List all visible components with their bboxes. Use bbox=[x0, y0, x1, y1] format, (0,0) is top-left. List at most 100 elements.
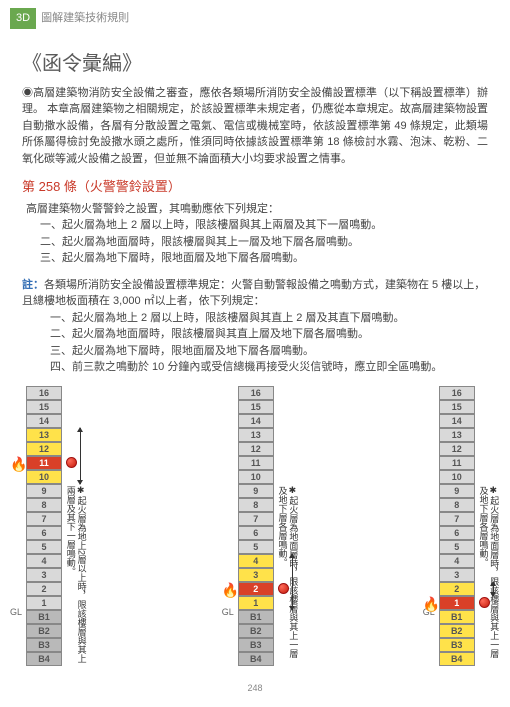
floor-basement: B4 bbox=[238, 652, 274, 666]
floor: 2 bbox=[238, 582, 274, 596]
tower-caption: ✱起火層為地面層時，限該樓層與其上一層及地下層各層鳴動。 bbox=[277, 486, 299, 666]
tower-stack: 16151413121110987654321GLB1B2B3B4 bbox=[26, 386, 62, 666]
tower-caption: ✱起火層為地面層時，限該樓層與其上一層及地下層各層鳴動。 bbox=[478, 486, 500, 666]
note-item: 二、起火層為地面層時，限該樓層與其直上層及地下層各層鳴動。 bbox=[50, 326, 488, 343]
floor: 12 bbox=[26, 442, 62, 456]
intro-block: ◉高層建築物消防安全設備之審查，應依各類場所消防安全設備設置標準（以下稱設置標準… bbox=[22, 85, 488, 168]
floor: 13 bbox=[238, 428, 274, 442]
article-item: 一、起火層為地上 2 層以上時，限該樓層與其上兩層及其下一層鳴動。 bbox=[40, 217, 488, 234]
floor: 5 bbox=[26, 540, 62, 554]
note-lead: 各類場所消防安全設備設置標準規定：火警自動警報設備之鳴動方式，建築物在 5 樓以… bbox=[22, 279, 485, 308]
floor: 5 bbox=[439, 540, 475, 554]
alarm-ball-icon bbox=[66, 457, 77, 468]
floor: 10 bbox=[26, 470, 62, 484]
floor: 2 bbox=[439, 582, 475, 596]
fire-icon: 🔥 bbox=[423, 594, 440, 615]
article-item: 二、起火層為地面層時，限該樓層與其上一層及地下層各層鳴動。 bbox=[40, 234, 488, 251]
note-item: 三、起火層為地下層時，限地面層及地下層各層鳴動。 bbox=[50, 343, 488, 360]
fire-icon: 🔥 bbox=[10, 454, 27, 475]
floor: 16 bbox=[238, 386, 274, 400]
gl-label: GL bbox=[222, 606, 234, 620]
floor-basement: B1 bbox=[439, 610, 475, 624]
floor: 1 bbox=[26, 596, 62, 610]
floor: 3 bbox=[26, 568, 62, 582]
floor: 15 bbox=[26, 400, 62, 414]
floor: 1 bbox=[439, 596, 475, 610]
floor: 13 bbox=[26, 428, 62, 442]
article-heading: 第 258 條（火警警鈴設置） bbox=[22, 177, 488, 197]
floor: 4 bbox=[439, 554, 475, 568]
note-item: 四、前三款之鳴動於 10 分鐘內或受信總機再接受火災信號時，應立即全區鳴動。 bbox=[50, 359, 488, 376]
intro-body: 本章高層建築物之相關規定，於該設置標準未規定者，仍應從本章規定。故高層建築物設置… bbox=[22, 103, 488, 165]
floor: 1 bbox=[238, 596, 274, 610]
floor: 2 bbox=[26, 582, 62, 596]
floor-basement: B1 bbox=[238, 610, 274, 624]
floor: 9 bbox=[439, 484, 475, 498]
tower-3: 16151413121110987654321GLB1B2B3B4🔥✱起火層為地… bbox=[439, 386, 510, 666]
floor: 4 bbox=[26, 554, 62, 568]
range-arrow bbox=[80, 428, 81, 484]
floor-basement: B2 bbox=[26, 624, 62, 638]
floor: 15 bbox=[439, 400, 475, 414]
header-badge: 3D bbox=[10, 8, 36, 29]
floor: 8 bbox=[439, 498, 475, 512]
page-number: 248 bbox=[22, 682, 488, 696]
floor: 16 bbox=[439, 386, 475, 400]
floor: 6 bbox=[238, 526, 274, 540]
tower-1: 16151413121110987654321GLB1B2B3B4🔥✱起火層為地… bbox=[26, 386, 238, 666]
floor: 14 bbox=[439, 414, 475, 428]
floor: 16 bbox=[26, 386, 62, 400]
header-title: 圖解建築技術規則 bbox=[41, 12, 129, 24]
floor: 10 bbox=[238, 470, 274, 484]
floor: 6 bbox=[439, 526, 475, 540]
fire-icon: 🔥 bbox=[222, 580, 239, 601]
article-lead: 高層建築物火警警鈴之設置，其鳴動應依下列規定： bbox=[26, 201, 488, 218]
floor: 15 bbox=[238, 400, 274, 414]
note-label: 註： bbox=[22, 279, 44, 291]
alarm-ball-icon bbox=[278, 583, 289, 594]
floor: 8 bbox=[26, 498, 62, 512]
gl-label: GL bbox=[10, 606, 22, 620]
floor-basement: B3 bbox=[238, 638, 274, 652]
tower-stack: 16151413121110987654321GLB1B2B3B4 bbox=[238, 386, 274, 666]
article-item: 三、起火層為地下層時，限地面層及地下層各層鳴動。 bbox=[40, 250, 488, 267]
floor: 8 bbox=[238, 498, 274, 512]
floor: 4 bbox=[238, 554, 274, 568]
article-items: 一、起火層為地上 2 層以上時，限該樓層與其上兩層及其下一層鳴動。二、起火層為地… bbox=[22, 217, 488, 267]
section-title: 《函令彙編》 bbox=[22, 49, 488, 79]
floor-basement: B3 bbox=[26, 638, 62, 652]
tower-2: 16151413121110987654321GLB1B2B3B4🔥✱起火層為地… bbox=[238, 386, 439, 666]
floor: 13 bbox=[439, 428, 475, 442]
floor-basement: B1 bbox=[26, 610, 62, 624]
floor: 14 bbox=[26, 414, 62, 428]
floor: 3 bbox=[439, 568, 475, 582]
range-arrow bbox=[493, 582, 494, 596]
note-item: 一、起火層為地上 2 層以上時，限該樓層與其直上 2 層及其直下層鳴動。 bbox=[50, 310, 488, 327]
tower-diagrams: 16151413121110987654321GLB1B2B3B4🔥✱起火層為地… bbox=[22, 386, 488, 666]
floor: 12 bbox=[439, 442, 475, 456]
header: 3D 圖解建築技術規則 bbox=[0, 0, 510, 29]
note-block: 註：各類場所消防安全設備設置標準規定：火警自動警報設備之鳴動方式，建築物在 5 … bbox=[22, 277, 488, 376]
note-items: 一、起火層為地上 2 層以上時，限該樓層與其直上 2 層及其直下層鳴動。二、起火… bbox=[22, 310, 488, 376]
floor-basement: B4 bbox=[26, 652, 62, 666]
tower-stack: 16151413121110987654321GLB1B2B3B4 bbox=[439, 386, 475, 666]
floor: 7 bbox=[238, 512, 274, 526]
floor-basement: B3 bbox=[439, 638, 475, 652]
floor: 7 bbox=[439, 512, 475, 526]
range-arrow bbox=[292, 554, 293, 610]
floor-basement: B2 bbox=[439, 624, 475, 638]
floor: 5 bbox=[238, 540, 274, 554]
floor: 14 bbox=[238, 414, 274, 428]
page-content: 《函令彙編》 ◉高層建築物消防安全設備之審查，應依各類場所消防安全設備設置標準（… bbox=[0, 29, 510, 707]
floor: 7 bbox=[26, 512, 62, 526]
floor-basement: B2 bbox=[238, 624, 274, 638]
floor: 9 bbox=[26, 484, 62, 498]
floor: 12 bbox=[238, 442, 274, 456]
tower-caption: ✱起火層為地上2層以上時，限該樓層與其上兩層及其下一層鳴動。 bbox=[65, 486, 87, 666]
floor-basement: B4 bbox=[439, 652, 475, 666]
alarm-ball-icon bbox=[479, 597, 490, 608]
floor: 11 bbox=[26, 456, 62, 470]
floor: 11 bbox=[238, 456, 274, 470]
floor: 11 bbox=[439, 456, 475, 470]
floor: 3 bbox=[238, 568, 274, 582]
